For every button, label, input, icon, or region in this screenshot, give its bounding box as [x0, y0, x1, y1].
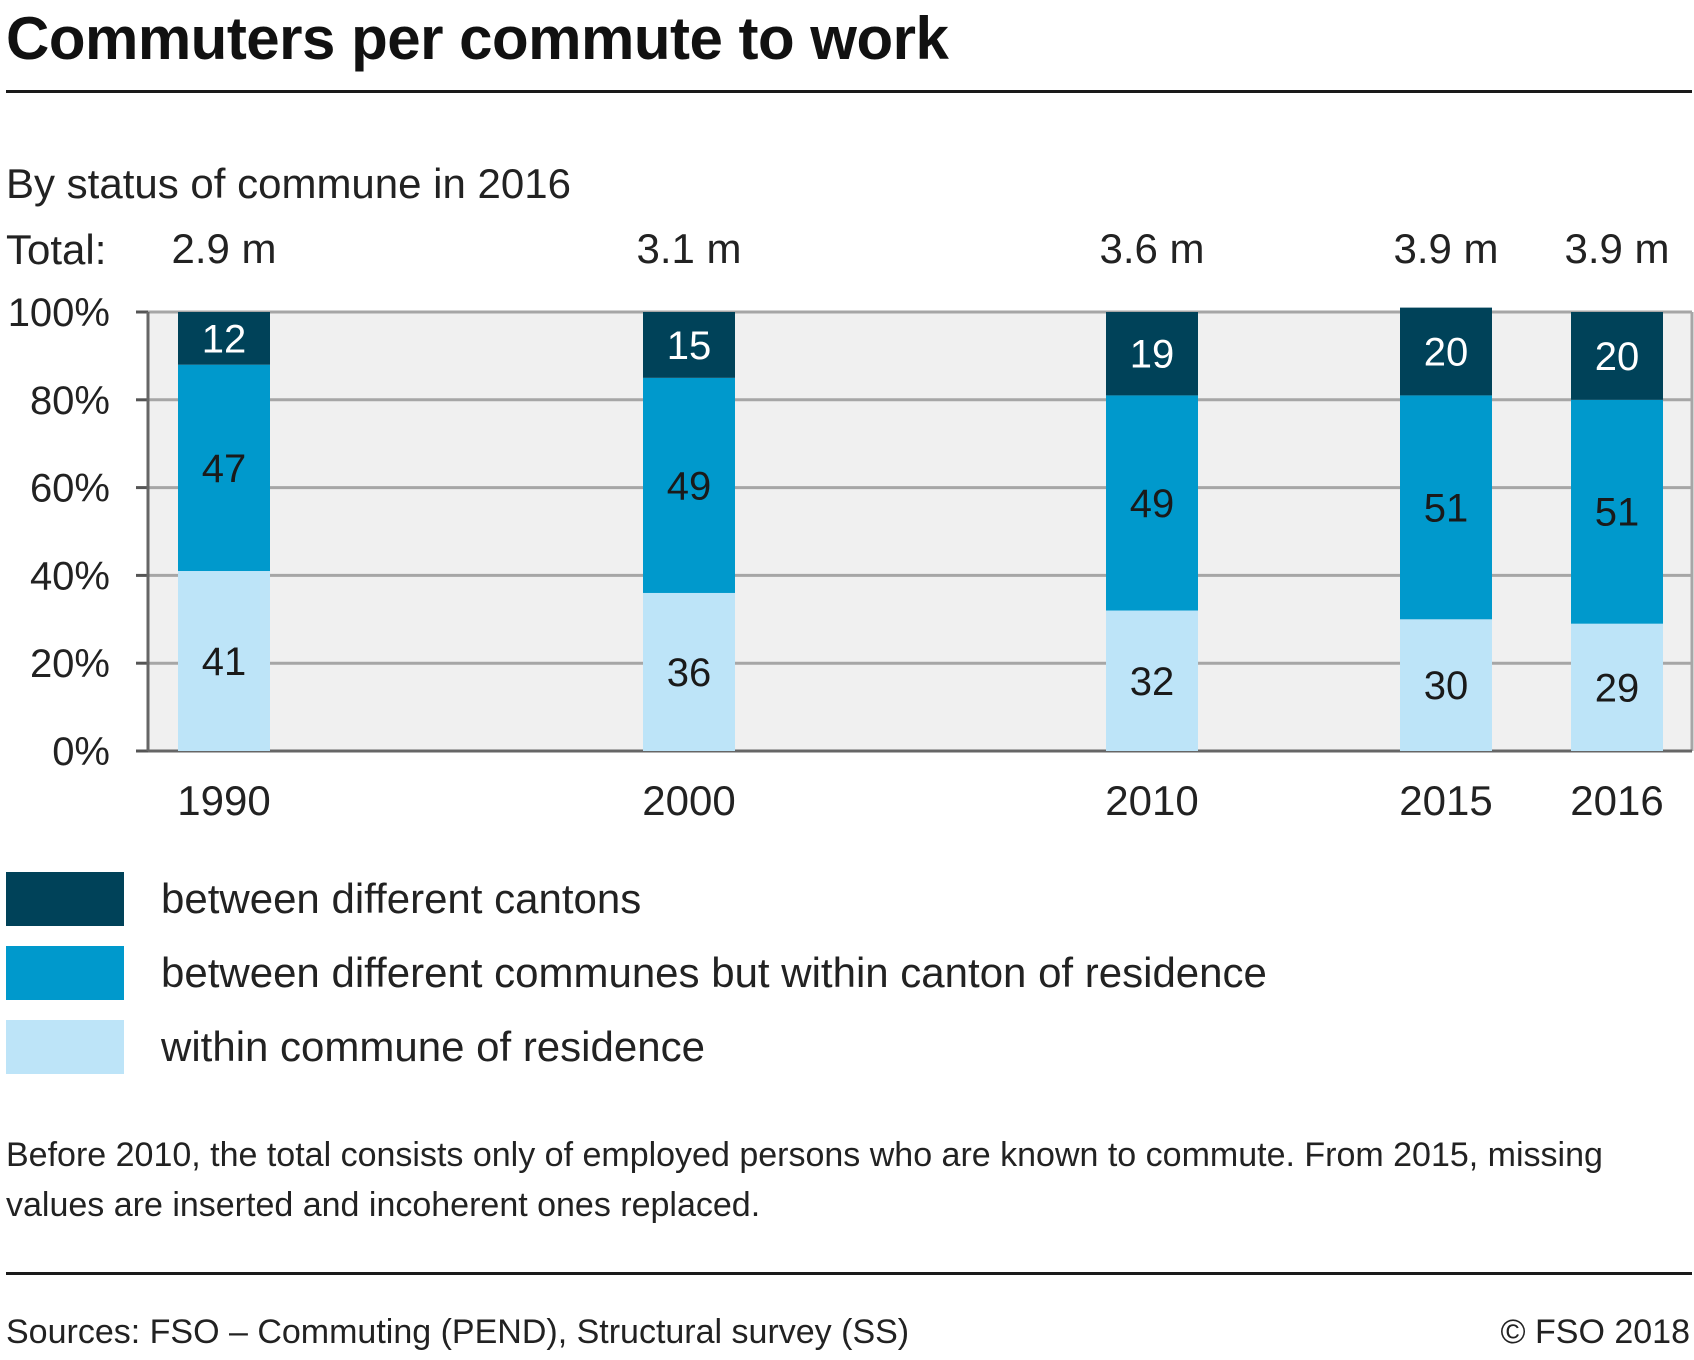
y-tick-label: 20%	[30, 642, 110, 686]
y-tick-label: 80%	[30, 379, 110, 423]
bar-value-label: 20	[1424, 331, 1469, 375]
bar-segment	[1106, 395, 1198, 611]
bar-segment	[643, 377, 735, 593]
bar-value-label: 19	[1130, 333, 1175, 377]
legend-label-between-communes: between different communes but within ca…	[161, 949, 1267, 996]
legend-swatch-between-cantons	[6, 872, 124, 926]
bar-segment	[1571, 312, 1663, 400]
bar-value-label: 49	[1130, 482, 1175, 526]
bar-segment	[1571, 623, 1663, 751]
total-value-label: 3.9 m	[1393, 225, 1498, 272]
bar-segment	[1400, 619, 1492, 751]
bar-segment	[643, 312, 735, 378]
bar-value-label: 36	[667, 651, 712, 695]
x-tick-label: 2015	[1399, 777, 1492, 824]
bar-segment	[178, 312, 270, 365]
chart-subtitle: By status of commune in 2016	[6, 160, 571, 207]
footnote: Before 2010, the total consists only of …	[6, 1136, 1603, 1224]
stacked-bar-chart: 0% 20% 40% 60% 80% 100% 41 47 12 1990 2.9 m 36 49 15 2…	[8, 225, 1694, 824]
y-tick-label: 60%	[30, 467, 110, 511]
total-value-label: 3.9 m	[1564, 225, 1669, 272]
bar-value-label: 15	[667, 324, 712, 368]
total-value-label: 3.1 m	[636, 225, 741, 272]
bar-segment	[1400, 307, 1492, 396]
legend-item-within-commune: within commune of residence	[6, 1020, 1267, 1074]
bar-segment	[643, 592, 735, 751]
bar-value-label: 41	[202, 640, 247, 684]
totals-label: Total:	[6, 226, 107, 273]
legend-swatch-between-communes	[6, 946, 124, 1000]
bar-value-label: 29	[1595, 666, 1640, 710]
source-text: Sources: FSO – Commuting (PEND), Structu…	[6, 1313, 910, 1351]
legend-item-between-cantons: between different cantons	[6, 872, 1267, 926]
y-tick-label: 0%	[52, 730, 110, 774]
y-tick-label: 100%	[8, 291, 110, 335]
bar-value-label: 47	[202, 447, 247, 491]
total-value-label: 2.9 m	[171, 225, 276, 272]
bar-segment	[178, 364, 270, 572]
legend-label-within-commune: within commune of residence	[161, 1023, 705, 1070]
x-tick-label: 2016	[1570, 777, 1663, 824]
bar-segment	[178, 571, 270, 751]
bar-segment	[1106, 312, 1198, 396]
x-tick-label: 1990	[177, 777, 270, 824]
bar-value-label: 49	[667, 464, 712, 508]
title-rule	[6, 90, 1692, 93]
bar-value-label: 32	[1130, 660, 1175, 704]
bar-value-label: 30	[1424, 664, 1469, 708]
chart-title: Commuters per commute to work	[6, 5, 949, 72]
bar-segment	[1400, 395, 1492, 620]
bar-segment	[1571, 399, 1663, 624]
bar-value-label: 12	[202, 317, 247, 361]
bar-value-label: 20	[1595, 335, 1640, 379]
legend-label-between-cantons: between different cantons	[161, 875, 642, 922]
legend-swatch-within-commune	[6, 1020, 124, 1074]
bar-segment	[1106, 610, 1198, 751]
copyright-text: © FSO 2018	[1500, 1313, 1690, 1351]
x-tick-label: 2010	[1105, 777, 1198, 824]
legend-item-between-communes: between different communes but within ca…	[6, 946, 1267, 1000]
legend: between different cantons between differ…	[6, 872, 1267, 1094]
footer-rule	[6, 1272, 1692, 1275]
x-tick-label: 2000	[642, 777, 735, 824]
bar-value-label: 51	[1424, 486, 1469, 530]
y-tick-label: 40%	[30, 554, 110, 598]
total-value-label: 3.6 m	[1099, 225, 1204, 272]
bar-value-label: 51	[1595, 491, 1640, 535]
